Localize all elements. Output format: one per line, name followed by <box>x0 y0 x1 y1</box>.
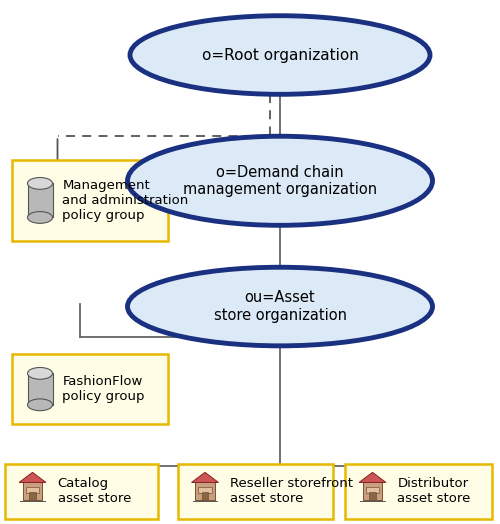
Ellipse shape <box>28 178 52 189</box>
Text: o=Root organization: o=Root organization <box>202 48 358 62</box>
FancyBboxPatch shape <box>28 374 52 405</box>
Ellipse shape <box>130 16 430 94</box>
Text: ou=Asset
store organization: ou=Asset store organization <box>214 290 346 323</box>
FancyBboxPatch shape <box>202 492 208 500</box>
Polygon shape <box>19 473 46 483</box>
FancyBboxPatch shape <box>26 487 39 493</box>
Ellipse shape <box>28 212 52 223</box>
Ellipse shape <box>128 136 432 225</box>
FancyBboxPatch shape <box>29 492 36 500</box>
Polygon shape <box>192 473 218 483</box>
FancyBboxPatch shape <box>363 483 382 500</box>
FancyBboxPatch shape <box>12 354 168 424</box>
Text: Catalog
asset store: Catalog asset store <box>58 477 131 505</box>
Text: FashionFlow
policy group: FashionFlow policy group <box>62 375 145 403</box>
FancyBboxPatch shape <box>178 464 332 519</box>
FancyBboxPatch shape <box>5 464 158 519</box>
Text: Distributor
asset store: Distributor asset store <box>398 477 471 505</box>
Text: Management
and administration
policy group: Management and administration policy gro… <box>62 179 189 222</box>
Ellipse shape <box>28 399 52 411</box>
FancyBboxPatch shape <box>23 483 42 500</box>
Polygon shape <box>359 473 386 483</box>
Text: o=Demand chain
management organization: o=Demand chain management organization <box>183 165 377 197</box>
Ellipse shape <box>128 267 432 346</box>
FancyBboxPatch shape <box>196 483 214 500</box>
FancyBboxPatch shape <box>28 183 52 217</box>
FancyBboxPatch shape <box>198 487 211 493</box>
FancyBboxPatch shape <box>345 464 492 519</box>
Ellipse shape <box>28 367 52 379</box>
FancyBboxPatch shape <box>369 492 376 500</box>
FancyBboxPatch shape <box>366 487 379 493</box>
Text: Reseller storefront
asset store: Reseller storefront asset store <box>230 477 353 505</box>
FancyBboxPatch shape <box>12 160 168 241</box>
